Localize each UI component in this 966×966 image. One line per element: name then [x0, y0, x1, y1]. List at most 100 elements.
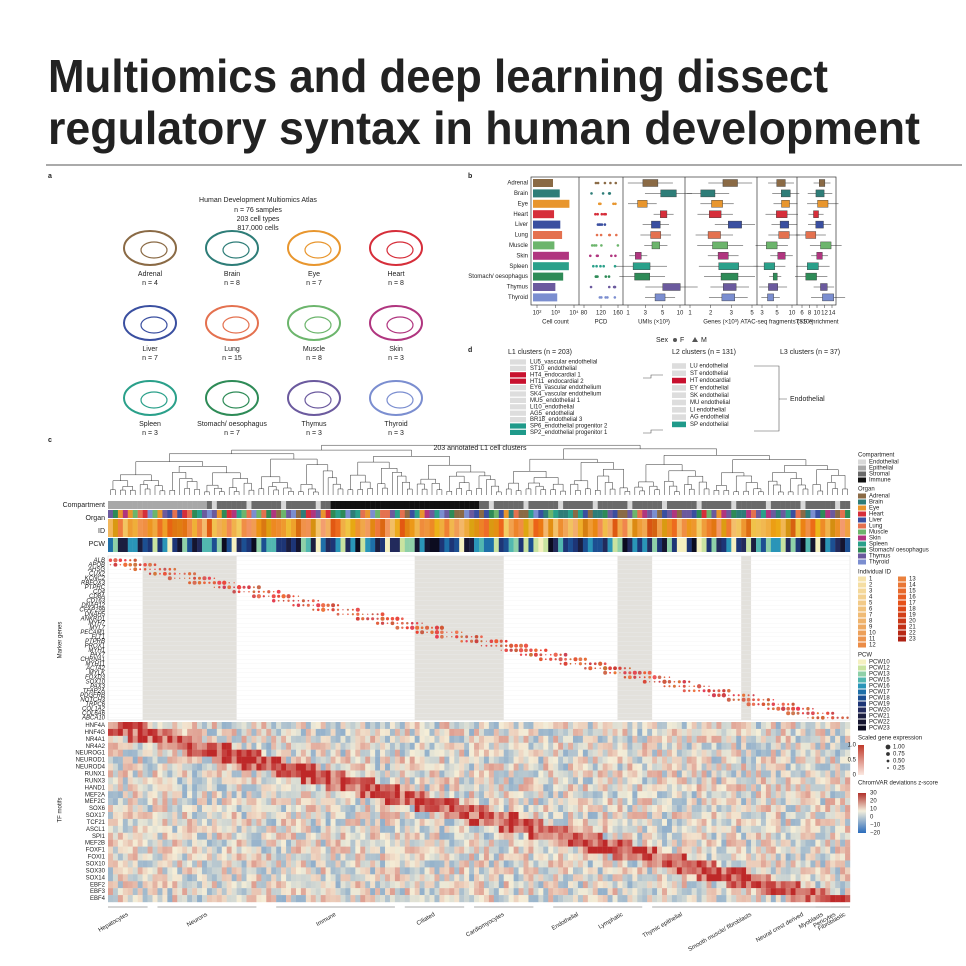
dendrogram-branch	[831, 475, 846, 489]
heat-cell	[815, 839, 821, 847]
heat-cell	[147, 846, 153, 854]
heat-cell	[246, 867, 252, 875]
compartment-cell	[157, 501, 163, 509]
heat-cell	[642, 839, 648, 847]
heat-cell	[310, 756, 316, 764]
expression-dot	[544, 658, 547, 661]
dendrogram-branch	[248, 489, 255, 495]
heat-cell	[731, 777, 737, 785]
heat-cell	[558, 812, 564, 820]
heat-cell	[736, 825, 742, 833]
heat-cell	[508, 839, 514, 847]
heat-cell	[286, 818, 292, 827]
heat-cell	[820, 867, 826, 875]
heat-cell	[469, 777, 475, 785]
organ-cell	[464, 510, 470, 518]
organ-row-label: Adrenal	[507, 181, 528, 187]
heat-cell	[365, 770, 371, 778]
heat-cell	[122, 860, 128, 868]
heat-cell	[404, 728, 410, 737]
heat-cell	[444, 770, 450, 778]
dendrogram-branch	[478, 475, 491, 489]
heat-cell	[572, 805, 579, 813]
pcw-cell	[751, 538, 757, 552]
heat-cell	[187, 770, 193, 778]
heat-cell	[192, 818, 198, 827]
heat-cell	[464, 777, 470, 785]
pcw-cell	[404, 538, 410, 552]
expression-dot	[529, 652, 533, 657]
dendrogram-branch	[449, 475, 465, 492]
heat-cell	[756, 756, 762, 764]
heat-cell	[187, 784, 193, 792]
heat-cell	[558, 805, 564, 813]
heat-cell	[592, 874, 598, 882]
heat-cell	[394, 832, 401, 840]
compartment-cell	[162, 501, 168, 509]
heat-cell	[108, 853, 114, 861]
id-cell	[617, 519, 623, 537]
dendrogram-branch	[772, 472, 797, 482]
expression-dot	[342, 613, 344, 615]
id-cell	[815, 519, 821, 537]
heat-cell	[414, 812, 420, 820]
heat-cell	[503, 722, 509, 730]
organ-name: Thymus	[302, 421, 327, 428]
heat-cell	[592, 805, 598, 813]
heat-cell	[211, 749, 218, 757]
heat-cell	[587, 735, 593, 743]
heat-cell	[474, 867, 480, 875]
heat-cell	[810, 777, 816, 785]
heat-cell	[419, 818, 425, 827]
heat-cell	[751, 812, 757, 820]
heat-cell	[127, 825, 133, 833]
heat-cell	[201, 839, 208, 847]
heat-cell	[662, 763, 668, 771]
heat-cell	[765, 832, 772, 840]
heat-cell	[459, 825, 465, 833]
heat-cell	[523, 777, 529, 785]
heat-cell	[291, 742, 297, 750]
heat-cell	[810, 756, 816, 764]
heat-cell	[266, 874, 272, 882]
id-cell	[568, 519, 574, 537]
heat-cell	[276, 860, 282, 868]
heat-cell	[271, 818, 277, 827]
heat-cell	[731, 846, 737, 854]
heat-cell	[479, 735, 485, 743]
compartment-cell	[696, 501, 702, 509]
heat-cell	[117, 805, 124, 813]
heat-cell	[686, 839, 692, 847]
id-cell	[469, 519, 475, 537]
id-cell	[587, 519, 593, 537]
heat-cell	[572, 749, 579, 757]
heat-cell	[602, 770, 608, 778]
heat-cell	[825, 846, 831, 854]
dendrogram-branch	[674, 491, 680, 495]
heat-cell	[246, 728, 252, 737]
heat-cell	[760, 846, 767, 854]
heat-cell	[375, 742, 381, 750]
heat-cell	[830, 749, 836, 757]
heat-cell	[726, 832, 732, 840]
heat-cell	[622, 728, 628, 737]
heat-cell	[558, 777, 564, 785]
heat-cell	[162, 867, 168, 875]
heat-cell	[479, 749, 485, 757]
heat-cell	[152, 756, 158, 764]
heat-cell	[315, 825, 321, 833]
heat-cell	[315, 770, 321, 778]
expression-dot	[787, 703, 790, 706]
heat-cell	[607, 777, 613, 785]
expression-dot	[380, 612, 385, 617]
heat-cell	[340, 867, 346, 875]
pcd-point	[612, 285, 616, 289]
expression-dot	[554, 658, 557, 661]
compartment-cell	[652, 501, 658, 509]
heat-cell	[474, 874, 480, 882]
swatch	[510, 410, 526, 416]
heat-cell	[825, 805, 831, 813]
pcw-cell	[197, 538, 203, 552]
heat-cell	[746, 874, 752, 882]
row-label: Organ	[86, 515, 106, 522]
